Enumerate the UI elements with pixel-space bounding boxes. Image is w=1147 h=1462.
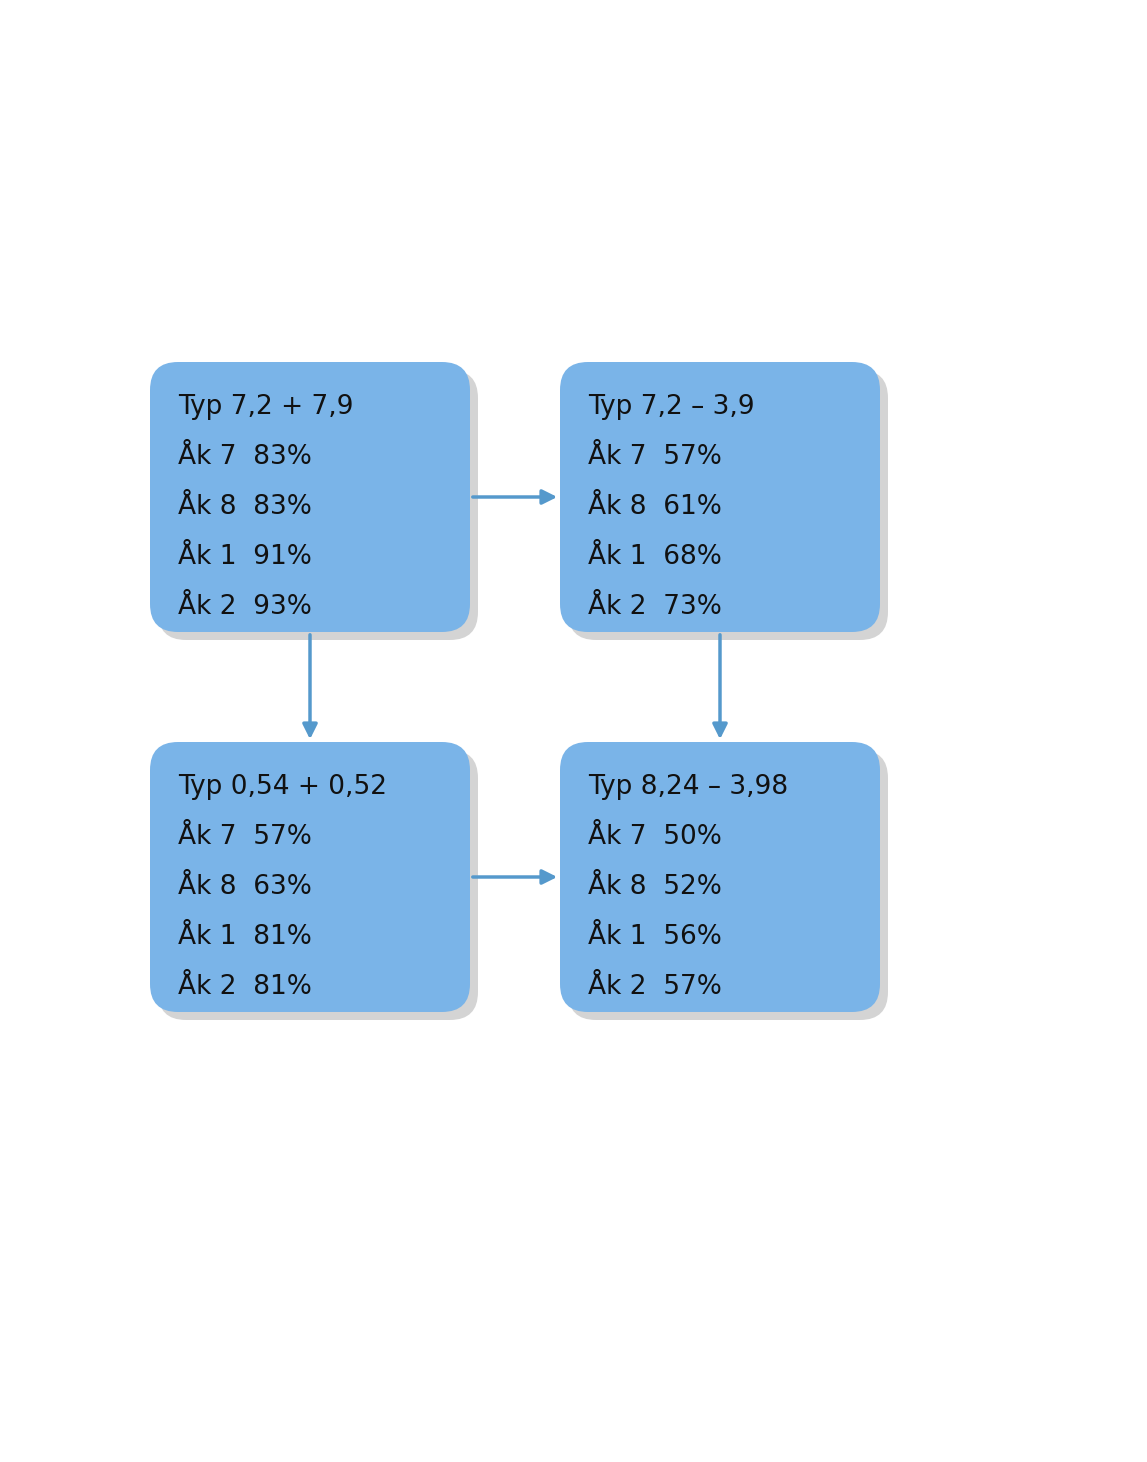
Text: Åk 1  68%: Åk 1 68% xyxy=(588,544,721,570)
Text: Åk 8  83%: Åk 8 83% xyxy=(178,494,312,520)
FancyBboxPatch shape xyxy=(568,370,888,640)
Text: Åk 2  93%: Åk 2 93% xyxy=(178,594,312,620)
Text: Åk 7  83%: Åk 7 83% xyxy=(178,444,312,469)
Text: Typ 7,2 – 3,9: Typ 7,2 – 3,9 xyxy=(588,393,755,420)
Text: Typ 8,24 – 3,98: Typ 8,24 – 3,98 xyxy=(588,773,788,800)
Text: Åk 1  91%: Åk 1 91% xyxy=(178,544,312,570)
Text: Åk 2  73%: Åk 2 73% xyxy=(588,594,721,620)
FancyBboxPatch shape xyxy=(158,750,478,1020)
Text: Åk 7  57%: Åk 7 57% xyxy=(588,444,721,469)
FancyBboxPatch shape xyxy=(560,743,880,1012)
Text: Typ 0,54 + 0,52: Typ 0,54 + 0,52 xyxy=(178,773,387,800)
Text: Åk 8  61%: Åk 8 61% xyxy=(588,494,721,520)
Text: Åk 8  63%: Åk 8 63% xyxy=(178,874,312,901)
Text: Åk 7  50%: Åk 7 50% xyxy=(588,825,721,849)
Text: Åk 2  81%: Åk 2 81% xyxy=(178,974,312,1000)
Text: Åk 1  81%: Åk 1 81% xyxy=(178,924,312,950)
FancyBboxPatch shape xyxy=(158,370,478,640)
Text: Åk 1  56%: Åk 1 56% xyxy=(588,924,721,950)
FancyBboxPatch shape xyxy=(150,363,470,632)
Text: Åk 8  52%: Åk 8 52% xyxy=(588,874,721,901)
Text: Typ 7,2 + 7,9: Typ 7,2 + 7,9 xyxy=(178,393,353,420)
FancyBboxPatch shape xyxy=(560,363,880,632)
FancyBboxPatch shape xyxy=(150,743,470,1012)
Text: Åk 2  57%: Åk 2 57% xyxy=(588,974,721,1000)
Text: Åk 7  57%: Åk 7 57% xyxy=(178,825,312,849)
FancyBboxPatch shape xyxy=(568,750,888,1020)
